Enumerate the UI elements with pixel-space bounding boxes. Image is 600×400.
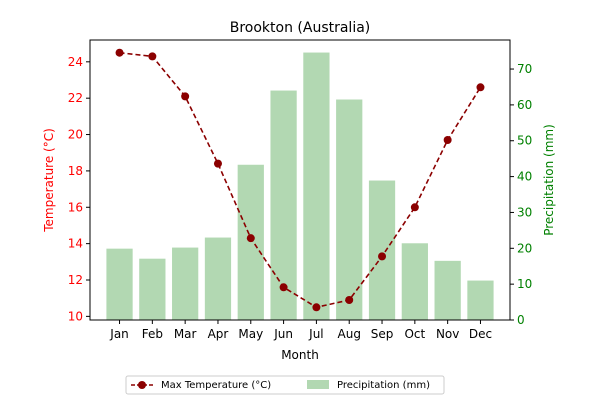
precipitation-bar-mar <box>172 247 199 320</box>
temperature-point-aug <box>345 296 354 304</box>
chart-title: Brookton (Australia) <box>230 20 371 36</box>
precipitation-bar-sep <box>368 180 396 320</box>
y-right-tick-label: 30 <box>517 205 532 219</box>
y-left-tick-label: 16 <box>68 200 83 214</box>
x-tick-label: Sep <box>371 327 394 341</box>
y-right-tick-label: 10 <box>517 277 532 291</box>
temperature-point-feb <box>148 52 157 61</box>
y-left-tick-label: 24 <box>68 55 83 69</box>
y-left-tick-label: 10 <box>68 309 83 323</box>
precipitation-bar-oct <box>401 243 428 320</box>
x-axis-label: Month <box>281 348 319 362</box>
x-tick-label: Jun <box>273 327 293 341</box>
temperature-point-nov <box>443 136 452 144</box>
precipitation-bar-apr <box>204 237 232 320</box>
y-left-tick-label: 20 <box>68 128 83 142</box>
temperature-point-jul <box>312 303 321 312</box>
y-right-tick-label: 70 <box>517 62 532 76</box>
temperature-point-jan <box>115 48 124 57</box>
precipitation-bars <box>106 52 494 321</box>
temperature-series-line <box>119 51 482 309</box>
y-right-tick-label: 60 <box>517 98 532 112</box>
precipitation-bar-may <box>237 164 264 320</box>
legend-frame <box>125 375 445 395</box>
legend-marker-swatch <box>138 381 146 389</box>
temperature-point-oct <box>410 203 419 212</box>
legend: Max Temperature (°C) Precipitation (mm) <box>125 375 445 395</box>
y-axis-left-label: Temperature (°C) <box>42 128 56 233</box>
temperature-point-may <box>246 234 255 243</box>
x-tick-label: Dec <box>469 327 492 341</box>
precipitation-bar-jul <box>303 52 330 321</box>
y-axis-left: 10 12 14 16 18 20 22 24 <box>68 55 90 323</box>
y-left-tick-label: 22 <box>68 91 83 105</box>
temperature-line <box>115 48 485 312</box>
y-left-tick-label: 14 <box>68 237 83 251</box>
precipitation-bar-feb <box>139 258 166 320</box>
x-tick-label: Mar <box>174 327 197 341</box>
precipitation-bar-jan <box>106 248 133 320</box>
temperature-point-apr <box>213 159 222 168</box>
y-right-tick-label: 40 <box>517 170 532 184</box>
x-axis: Jan Feb Mar Apr May Jun Jul Aug Sep Oct Nov Dec <box>109 320 492 341</box>
x-tick-label: May <box>238 327 263 341</box>
x-tick-label: Aug <box>338 327 361 341</box>
plot-frame <box>89 39 511 321</box>
temperature-point-sep <box>378 252 387 261</box>
legend-bar-swatch <box>307 380 329 389</box>
precipitation-bar-dec <box>467 280 494 320</box>
x-tick-label: Feb <box>142 327 163 341</box>
y-left-tick-label: 18 <box>68 164 83 178</box>
y-right-tick-label: 20 <box>517 241 532 255</box>
y-axis-right: 0 10 20 30 40 50 60 70 <box>510 62 532 327</box>
precipitation-bar-jun <box>270 90 297 321</box>
legend-label-temperature: Max Temperature (°C) <box>161 380 271 391</box>
y-right-tick-label: 0 <box>517 313 525 327</box>
temperature-point-dec <box>476 83 485 92</box>
precipitation-bar-aug <box>336 99 363 320</box>
x-tick-label: Apr <box>208 327 229 341</box>
temperature-point-mar <box>181 92 190 101</box>
x-tick-label: Jan <box>109 327 129 341</box>
y-right-tick-label: 50 <box>517 134 532 148</box>
x-tick-label: Jul <box>308 327 323 341</box>
x-tick-label: Nov <box>436 327 459 341</box>
y-left-tick-label: 12 <box>68 273 83 287</box>
x-tick-label: Oct <box>404 327 425 341</box>
legend-label-precipitation: Precipitation (mm) <box>337 380 430 391</box>
temperature-point-jun <box>279 283 288 292</box>
precipitation-bar-nov <box>434 260 461 320</box>
y-axis-right-label: Precipitation (mm) <box>542 124 556 236</box>
